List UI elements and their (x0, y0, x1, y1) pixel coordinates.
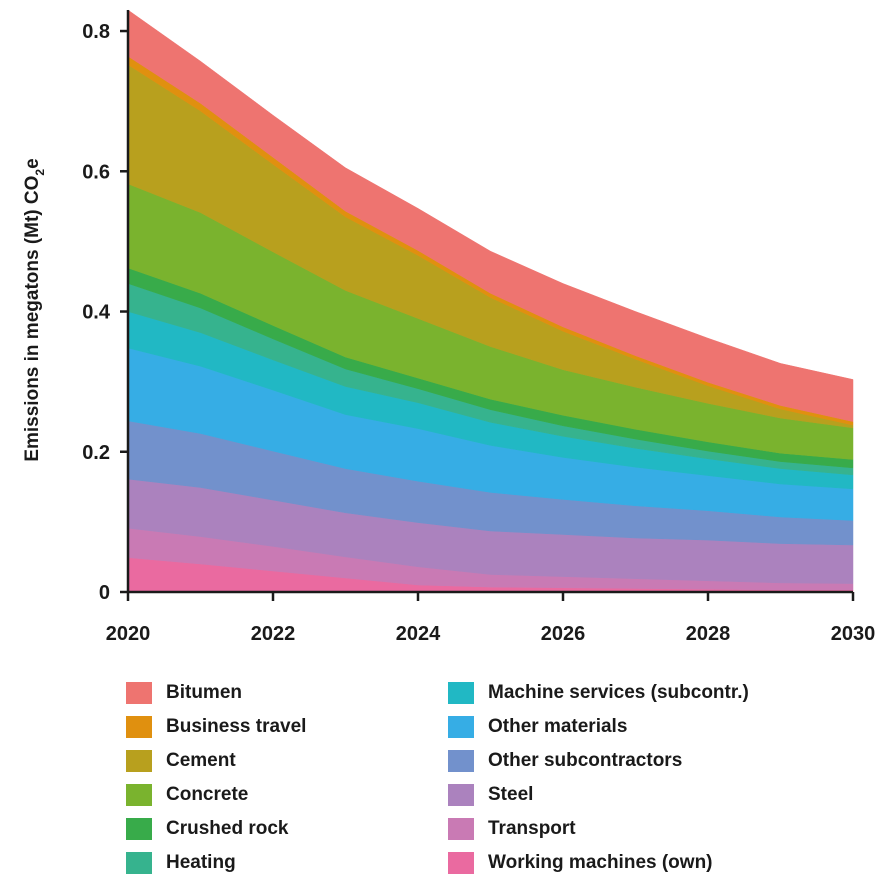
legend-swatch (448, 784, 474, 806)
legend-label: Business travel (166, 716, 307, 737)
legend-label: Cement (166, 750, 236, 771)
x-tick-label: 2030 (831, 623, 876, 645)
legend-swatch (126, 818, 152, 840)
y-axis-title: Emissions in megatons (Mt) CO2e (22, 158, 47, 461)
legend-label: Other subcontractors (488, 750, 683, 771)
legend-label: Crushed rock (166, 818, 289, 839)
legend-label: Transport (488, 818, 576, 839)
x-tick-label: 2024 (396, 623, 441, 645)
legend-swatch (448, 682, 474, 704)
legend-column-right: Machine services (subcontr.) Other materi… (448, 676, 749, 880)
x-tick-label: 2020 (106, 623, 151, 645)
x-tick-label: 2026 (541, 623, 586, 645)
legend-swatch (448, 716, 474, 738)
legend-swatch (126, 750, 152, 772)
legend-swatch (448, 750, 474, 772)
y-tick-label: 0.4 (82, 302, 111, 324)
y-axis-title-main: Emissions in megatons (Mt) CO (22, 176, 43, 462)
legend-swatch (126, 716, 152, 738)
legend-item: Working machines (own) (448, 846, 749, 880)
y-axis-title-subscript: 2 (33, 169, 47, 176)
area-bitumen (127, 9, 854, 422)
legend-item: Other subcontractors (448, 744, 749, 778)
legend-label: Other materials (488, 716, 628, 737)
legend-item: Transport (448, 812, 749, 846)
stacked-areas (127, 9, 854, 593)
x-tick-label: 2022 (251, 623, 296, 645)
legend-swatch (126, 852, 152, 874)
legend-item: Machine services (subcontr.) (448, 676, 749, 710)
y-ticks: 0 0.2 0.4 0.6 0.8 (82, 21, 128, 604)
x-tick-label: 2028 (686, 623, 731, 645)
legend-item: Business travel (126, 710, 306, 744)
legend-label: Steel (488, 784, 534, 805)
legend-label: Machine services (subcontr.) (488, 682, 749, 703)
legend-label: Heating (166, 852, 236, 873)
legend-label: Concrete (166, 784, 249, 805)
legend-item: Heating (126, 846, 306, 880)
legend-item: Steel (448, 778, 749, 812)
y-tick-label: 0 (99, 582, 110, 604)
legend-swatch (126, 784, 152, 806)
legend-label: Working machines (own) (488, 852, 713, 873)
y-tick-label: 0.8 (82, 21, 110, 43)
legend-item: Other materials (448, 710, 749, 744)
legend-item: Bitumen (126, 676, 306, 710)
legend-item: Cement (126, 744, 306, 778)
legend-swatch (448, 852, 474, 874)
legend-swatch (448, 818, 474, 840)
legend-item: Crushed rock (126, 812, 306, 846)
legend-column-left: Bitumen Business travel Cement Concrete Crus… (126, 676, 306, 880)
legend-label: Bitumen (166, 682, 242, 703)
x-ticks: 2020 2022 2024 2026 2028 2030 (106, 592, 876, 645)
y-tick-label: 0.2 (82, 442, 110, 464)
legend-swatch (126, 682, 152, 704)
legend-item: Concrete (126, 778, 306, 812)
y-tick-label: 0.6 (82, 161, 110, 183)
area-chart: 0 0.2 0.4 0.6 0.8 2020 2022 2024 2026 2028 2030 E… (22, 9, 876, 645)
y-axis-title-tail: e (22, 158, 43, 169)
axes (126, 10, 853, 594)
